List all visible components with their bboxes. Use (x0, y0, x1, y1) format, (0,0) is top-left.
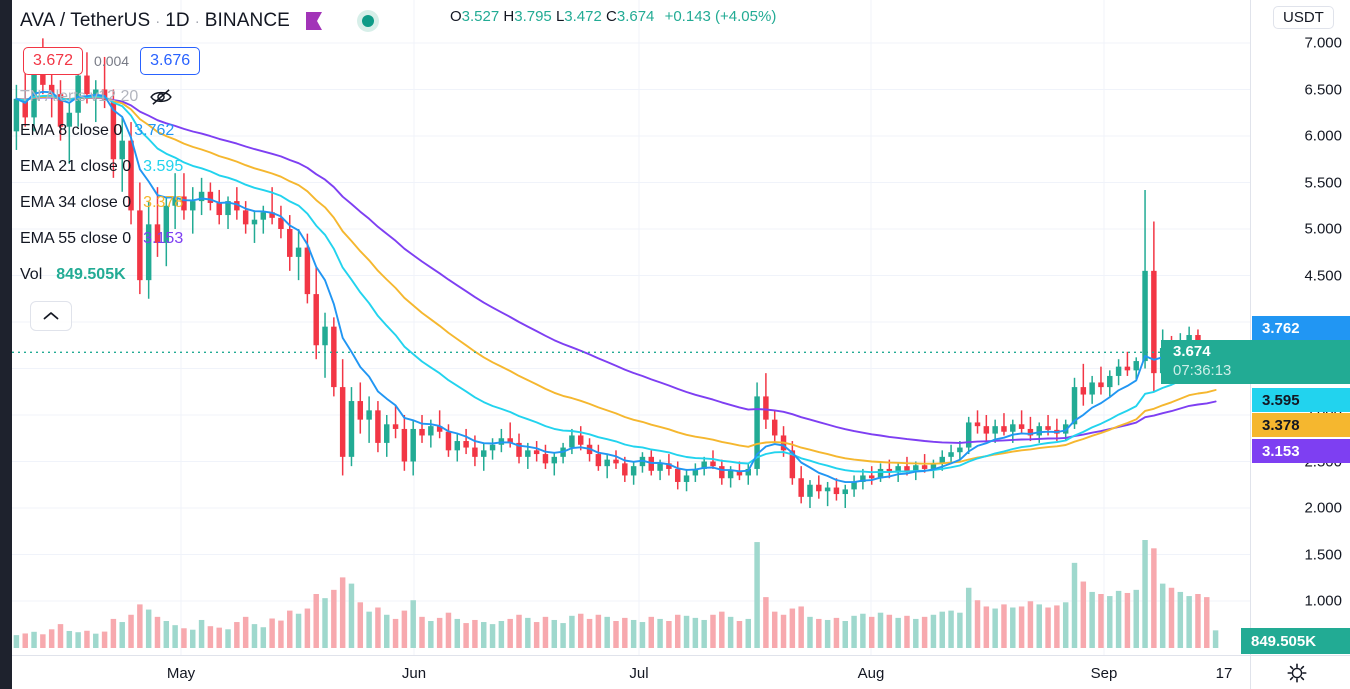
price-tick-label: 5.500 (1304, 174, 1342, 191)
time-tick-label: Aug (857, 665, 885, 682)
collapse-legend-button[interactable] (30, 301, 72, 331)
bid-price-pill[interactable]: 3.672 (23, 47, 84, 75)
price-tick-label: 5.000 (1304, 220, 1342, 238)
high-label: H (503, 8, 515, 25)
price-chart-svg (12, 0, 1250, 655)
left-toolbar-rail (0, 0, 12, 689)
ema34-price-badge: 3.378 (1252, 413, 1350, 437)
last-price-badge: 3.674 07:36:13 (1161, 340, 1350, 384)
open-label: O (450, 8, 462, 25)
time-tick-label: May (166, 665, 196, 682)
close-label: C (606, 8, 617, 25)
price-tick-label: 7.000 (1304, 34, 1342, 52)
ema55-price-badge: 3.153 (1252, 439, 1350, 463)
open-value: 3.527 (461, 8, 500, 25)
market-open-dot-icon[interactable] (356, 9, 380, 33)
price-tick-label: 6.500 (1304, 81, 1342, 98)
eye-off-icon[interactable] (150, 88, 173, 106)
indicator-value: 3.762 (134, 122, 175, 139)
ema21-price-badge: 3.595 (1252, 388, 1350, 412)
price-tick-label: 6.000 (1304, 127, 1342, 145)
indicator-label: EMA 55 close 0 (20, 230, 132, 247)
time-tick-label: Jul (629, 665, 649, 682)
indicator-label: EMA 8 close 0 (20, 122, 123, 139)
indicator-row-volume[interactable]: Vol 849.505K (20, 257, 380, 293)
low-label: L (555, 8, 565, 25)
indicator-row-ema34[interactable]: EMA 34 close 0 3.378 (20, 185, 380, 221)
separator-dot-2: · (194, 12, 200, 30)
last-price-value: 3.674 (1173, 343, 1211, 361)
indicator-value: 3.378 (143, 194, 184, 211)
indicator-value: 3.595 (143, 158, 184, 175)
indicator-row-ema21[interactable]: EMA 21 close 0 3.595 (20, 149, 380, 185)
indicator-value: 3.153 (143, 230, 184, 247)
indicator-name[interactable]: TN Alerts v12 20 (20, 88, 139, 105)
chevron-up-icon (43, 312, 59, 320)
price-axis[interactable]: USDT 7.0006.5006.0005.5005.0004.5004.000… (1161, 0, 1350, 655)
indicator-row-ema55[interactable]: EMA 55 close 0 3.153 (20, 221, 380, 257)
interval-label[interactable]: 1D (165, 10, 190, 31)
currency-chip[interactable]: USDT (1273, 6, 1334, 29)
chart-settings-button[interactable] (1286, 662, 1308, 684)
time-tick-label: 17 (1215, 665, 1233, 682)
exchange-label[interactable]: BINANCE (204, 10, 290, 31)
indicator-label: EMA 21 close 0 (20, 158, 132, 175)
flag-icon[interactable] (304, 10, 324, 32)
time-tick-label: Sep (1090, 665, 1118, 682)
chart-legend: AVA / TetherUS · 1D · BINANCE 3.672 0.00… (20, 4, 380, 331)
time-axis[interactable]: May Jun Jul Aug Sep 17 (12, 655, 1350, 689)
chart-canvas[interactable] (12, 0, 1250, 655)
volume-badge: 849.505K (1241, 628, 1350, 654)
bar-countdown: 07:36:13 (1173, 362, 1232, 379)
volume-value: 849.505K (56, 266, 126, 283)
ask-price-pill[interactable]: 3.676 (140, 47, 201, 75)
close-value: 3.674 (616, 8, 655, 25)
symbol-name[interactable]: AVA / TetherUS (20, 10, 151, 31)
high-value: 3.795 (514, 8, 552, 25)
time-tick-label: Jun (401, 665, 427, 682)
ohlc-readout: O3.527 H3.795 L3.472 C3.674 +0.143 (+4.0… (450, 8, 776, 25)
low-value: 3.472 (564, 8, 602, 25)
volume-label: Vol (20, 266, 43, 283)
price-tick-label: 2.000 (1304, 499, 1342, 517)
separator-dot-1: · (155, 12, 161, 30)
change-value: +0.143 (+4.05%) (664, 8, 777, 25)
gear-icon (1287, 663, 1307, 683)
price-tick-label: 4.500 (1304, 267, 1342, 284)
indicator-label: EMA 34 close 0 (20, 194, 132, 211)
price-tick-label: 1.000 (1304, 592, 1342, 610)
quote-pill-row: 3.672 0.004 3.676 (23, 44, 380, 78)
axis-corner (1250, 655, 1350, 689)
indicator-row-ema8[interactable]: EMA 8 close 0 3.762 (20, 113, 380, 149)
spread-value: 0.004 (94, 53, 130, 69)
price-tick-label: 1.500 (1304, 546, 1342, 563)
indicator-title-row[interactable]: TN Alerts v12 20 (20, 81, 380, 113)
symbol-header-row[interactable]: AVA / TetherUS · 1D · BINANCE (20, 4, 380, 38)
ema8-price-badge: 3.762 (1252, 316, 1350, 340)
